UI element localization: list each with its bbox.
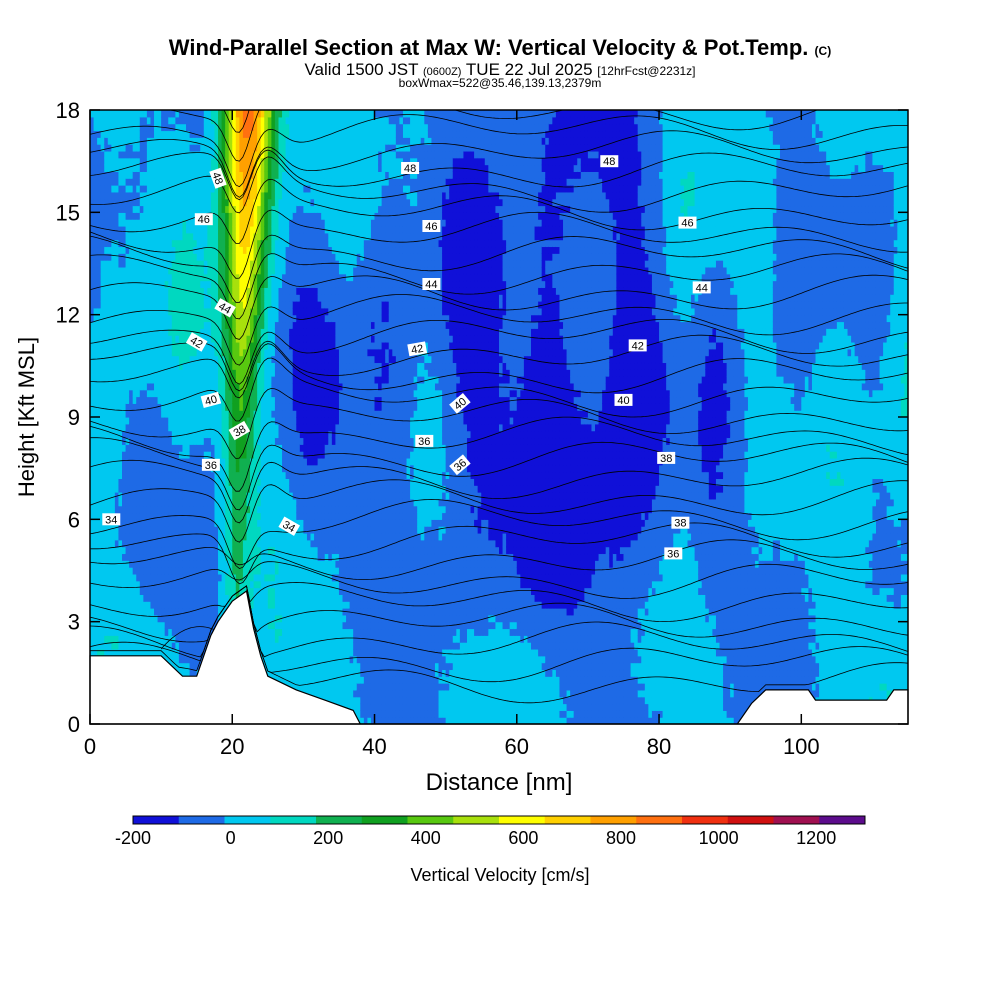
theta-contour	[90, 114, 908, 188]
theta-contour	[90, 334, 908, 392]
colorbar-swatch	[270, 816, 317, 824]
colorbar-tick-label: 1200	[796, 828, 836, 848]
colorbar-swatch	[453, 816, 500, 824]
colorbar-tick-label: 0	[226, 828, 236, 848]
colorbar-tick-label: 600	[508, 828, 538, 848]
contour-label: 48	[600, 155, 619, 168]
contour-label: 36	[415, 434, 434, 448]
theta-contour	[90, 253, 908, 320]
colorbar-swatch	[727, 816, 774, 824]
colorbar-swatch	[178, 816, 225, 824]
contour-label: 46	[422, 220, 441, 233]
theta-contour	[90, 156, 908, 214]
colorbar-swatch	[133, 816, 180, 824]
chart-boxwmax: boxWmax=522@35.46,139.13,2379m	[0, 76, 1000, 90]
theta-contour	[90, 319, 908, 385]
colorbar-tick-label: 1000	[699, 828, 739, 848]
contour-label: 42	[628, 339, 647, 352]
colorbar-swatch	[819, 816, 866, 824]
contour-label: 48	[209, 167, 227, 189]
colorbar-swatch	[682, 816, 729, 824]
y-tick-label: 18	[56, 98, 80, 123]
contour-label: 42	[407, 341, 428, 357]
theta-contour	[90, 178, 908, 244]
colorbar-swatch	[224, 816, 271, 824]
colorbar-tick-label: 200	[313, 828, 343, 848]
y-tick-label: 3	[68, 610, 80, 635]
theta-contour	[90, 499, 908, 570]
chart-valid-time: Valid 1500 JST (0600Z) TUE 22 Jul 2025 […	[0, 60, 1000, 80]
theta-contour	[90, 561, 908, 599]
x-tick-label: 20	[220, 734, 244, 759]
contour-label: 36	[664, 547, 683, 560]
contour-label: 36	[201, 458, 220, 472]
theta-contour	[90, 294, 908, 366]
colorbar-label: Vertical Velocity [cm/s]	[410, 865, 589, 885]
colorbar-swatch	[316, 816, 363, 824]
y-tick-label: 15	[56, 200, 80, 225]
x-tick-label: 0	[84, 734, 96, 759]
theta-contour	[90, 234, 908, 303]
colorbar-swatch	[407, 816, 454, 824]
contour-label: 48	[401, 162, 420, 175]
contour-label: 42	[185, 332, 208, 352]
x-tick-label: 40	[362, 734, 386, 759]
contour-label: 46	[678, 216, 697, 230]
theta-contour	[90, 387, 908, 459]
y-tick-label: 6	[68, 507, 80, 532]
colorbar-swatch	[773, 816, 820, 824]
colorbar-swatch	[499, 816, 546, 824]
theta-contour	[90, 130, 908, 198]
theta-contour	[90, 437, 908, 511]
theta-contour	[90, 416, 908, 492]
x-tick-label: 60	[505, 734, 529, 759]
theta-contour	[90, 343, 908, 399]
contour-label: 38	[228, 420, 251, 441]
contour-label: 38	[657, 451, 676, 465]
contour-label: 40	[200, 391, 222, 408]
theta-contour	[90, 274, 908, 340]
theta-contour	[90, 582, 908, 623]
y-tick-label: 9	[68, 405, 80, 430]
theta-contour	[90, 539, 908, 581]
theta-contour	[90, 357, 908, 422]
theta-contour	[90, 479, 908, 543]
theta-contour	[90, 149, 908, 201]
colorbar-swatch	[361, 816, 408, 824]
colorbar-tick-label: 800	[606, 828, 636, 848]
theta-contour	[90, 110, 819, 162]
contour-label: 38	[671, 516, 690, 530]
contour-label: 44	[422, 278, 441, 291]
colorbar-swatch	[544, 816, 591, 824]
x-axis-label: Distance [nm]	[426, 769, 573, 796]
theta-contour	[223, 110, 250, 133]
contour-label: 46	[194, 213, 213, 226]
colorbar-tick-label: -200	[115, 828, 151, 848]
colorbar-swatch	[636, 816, 683, 824]
x-tick-label: 100	[783, 734, 820, 759]
colorbar-swatch	[590, 816, 637, 824]
x-tick-label: 80	[647, 734, 671, 759]
x-axis: 0 20 40 60 80 100	[84, 110, 820, 759]
contour-label: 40	[614, 393, 633, 407]
contour-label: 44	[692, 281, 711, 294]
terrain	[89, 589, 909, 725]
potential-temperature-contours	[90, 110, 908, 704]
chart-title: Wind-Parallel Section at Max W: Vertical…	[0, 35, 1000, 61]
y-tick-label: 12	[56, 303, 80, 328]
contour-label: 34	[102, 513, 121, 526]
theta-contour	[90, 209, 908, 279]
theta-contour	[90, 457, 908, 524]
contour-label: 44	[214, 298, 236, 318]
theta-contour	[90, 522, 908, 585]
y-tick-label: 0	[68, 712, 80, 737]
colorbar: -200 0 200 400 600 800 1000 1200	[115, 815, 866, 848]
colorbar-tick-label: 400	[411, 828, 441, 848]
contour-label: 34	[278, 516, 300, 536]
y-axis-label: Height [Kft MSL]	[14, 337, 39, 497]
